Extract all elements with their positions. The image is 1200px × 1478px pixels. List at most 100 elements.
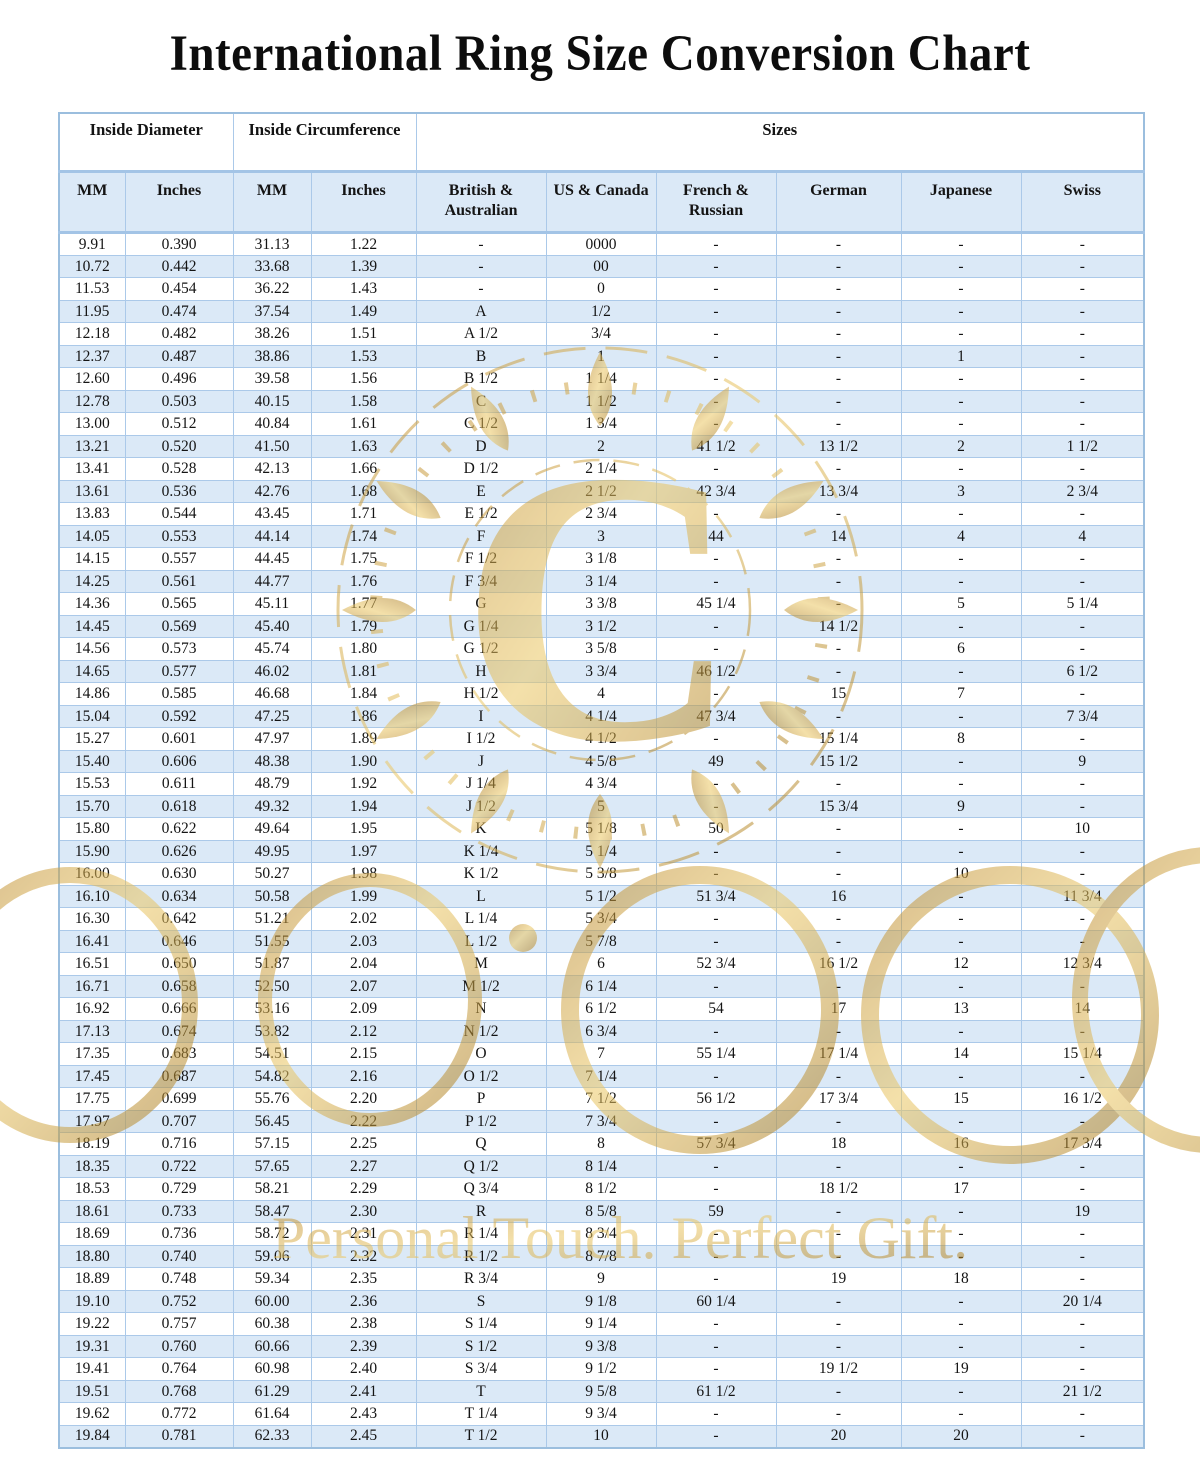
cell-3: 1.99 — [310, 884, 417, 908]
cell-2: 42.13 — [232, 457, 312, 481]
cell-5: 1/2 — [545, 299, 657, 323]
cell-7: - — [775, 322, 902, 346]
cell-5: 3 3/4 — [545, 659, 657, 683]
cell-9: - — [1020, 682, 1145, 706]
cell-1: 0.687 — [124, 1064, 234, 1088]
table-row: 17.75 0.699 55.76 2.20 P 7 1/2 56 1/2 17 3/4 15 1… — [58, 1087, 1145, 1111]
cell-4: M — [415, 952, 547, 976]
cell-5: 8 3/4 — [545, 1222, 657, 1246]
cell-4: K 1/4 — [415, 839, 547, 863]
cell-1: 0.557 — [124, 547, 234, 571]
cell-0: 11.95 — [58, 299, 126, 323]
cell-4: K — [415, 817, 547, 841]
cell-4: A 1/2 — [415, 322, 547, 346]
cell-0: 17.13 — [58, 1019, 126, 1043]
table-row: 13.83 0.544 43.45 1.71 E 1/2 2 3/4- - - - — [58, 502, 1145, 526]
cell-3: 1.77 — [310, 592, 417, 616]
cell-2: 38.86 — [232, 344, 312, 368]
cell-0: 13.41 — [58, 457, 126, 481]
cell-0: 13.00 — [58, 412, 126, 436]
cell-3: 1.92 — [310, 772, 417, 796]
cell-4: Q 1/2 — [415, 1154, 547, 1178]
cell-0: 10.72 — [58, 254, 126, 278]
cell-8: 6 — [900, 637, 1022, 661]
cell-2: 38.26 — [232, 322, 312, 346]
cell-8: 14 — [900, 1042, 1022, 1066]
cell-8: - — [900, 704, 1022, 728]
column-header: British & Australian — [415, 171, 547, 234]
cell-1: 0.611 — [124, 772, 234, 796]
cell-4: C — [415, 389, 547, 413]
table-row: 16.30 0.642 51.21 2.02 L 1/4 5 3/4- - - - — [58, 907, 1145, 931]
cell-7: - — [775, 1109, 902, 1133]
cell-2: 52.50 — [232, 974, 312, 998]
cell-7: - — [775, 502, 902, 526]
table-row: 14.05 0.553 44.14 1.74 F 3 44 14 4 4 — [58, 524, 1145, 548]
cell-9: - — [1020, 1357, 1145, 1381]
cell-8: 8 — [900, 727, 1022, 751]
cell-8: - — [900, 1289, 1022, 1313]
cell-0: 18.89 — [58, 1267, 126, 1291]
table-row: 19.22 0.757 60.38 2.38 S 1/4 9 1/4- - - - — [58, 1312, 1145, 1336]
cell-7: 19 — [775, 1267, 902, 1291]
cell-1: 0.658 — [124, 974, 234, 998]
cell-0: 19.22 — [58, 1312, 126, 1336]
cell-1: 0.520 — [124, 434, 234, 458]
table-row: 14.86 0.585 46.68 1.84 H 1/2 4-15 7- — [58, 682, 1145, 706]
cell-9: 1 1/2 — [1020, 434, 1145, 458]
table-row: 19.31 0.760 60.66 2.39 S 1/2 9 3/8- - - - — [58, 1334, 1145, 1358]
cell-5: 1 1/4 — [545, 367, 657, 391]
cell-4: F 1/2 — [415, 547, 547, 571]
cell-0: 14.86 — [58, 682, 126, 706]
cell-6: - — [655, 547, 777, 571]
cell-3: 1.90 — [310, 749, 417, 773]
cell-7: - — [775, 704, 902, 728]
cell-6: - — [655, 1109, 777, 1133]
cell-7: - — [775, 457, 902, 481]
cell-9: 15 1/4 — [1020, 1042, 1145, 1066]
cell-8: - — [900, 749, 1022, 773]
cell-1: 0.544 — [124, 502, 234, 526]
cell-9: - — [1020, 614, 1145, 638]
cell-1: 0.781 — [124, 1424, 234, 1448]
table-row: 18.80 0.740 59.06 2.32 R 1/2 8 7/8- - - - — [58, 1244, 1145, 1268]
cell-0: 17.75 — [58, 1087, 126, 1111]
cell-4: E 1/2 — [415, 502, 547, 526]
cell-8: - — [900, 367, 1022, 391]
cell-0: 12.60 — [58, 367, 126, 391]
cell-2: 56.45 — [232, 1109, 312, 1133]
cell-2: 42.76 — [232, 479, 312, 503]
cell-9: - — [1020, 772, 1145, 796]
cell-0: 18.69 — [58, 1222, 126, 1246]
column-header: French & Russian — [655, 171, 777, 234]
cell-7: - — [775, 907, 902, 931]
cell-5: 3 5/8 — [545, 637, 657, 661]
cell-0: 15.80 — [58, 817, 126, 841]
cell-1: 0.768 — [124, 1379, 234, 1403]
cell-8: - — [900, 457, 1022, 481]
cell-6: - — [655, 862, 777, 886]
cell-1: 0.503 — [124, 389, 234, 413]
cell-3: 1.51 — [310, 322, 417, 346]
cell-4: T 1/2 — [415, 1424, 547, 1448]
cell-3: 1.53 — [310, 344, 417, 368]
cell-2: 46.02 — [232, 659, 312, 683]
cell-7: - — [775, 1199, 902, 1223]
cell-2: 60.00 — [232, 1289, 312, 1313]
cell-3: 1.71 — [310, 502, 417, 526]
table-row: 15.70 0.618 49.32 1.94 J 1/2 5-15 3/4 9- — [58, 794, 1145, 818]
cell-3: 2.16 — [310, 1064, 417, 1088]
cell-4: R 1/2 — [415, 1244, 547, 1268]
cell-5: 5 3/8 — [545, 862, 657, 886]
cell-3: 1.89 — [310, 727, 417, 751]
cell-6: - — [655, 682, 777, 706]
cell-3: 2.27 — [310, 1154, 417, 1178]
cell-9: - — [1020, 974, 1145, 998]
cell-5: 7 3/4 — [545, 1109, 657, 1133]
cell-1: 0.390 — [124, 232, 234, 256]
cell-4: S — [415, 1289, 547, 1313]
cell-9: 5 1/4 — [1020, 592, 1145, 616]
cell-0: 19.62 — [58, 1402, 126, 1426]
cell-1: 0.634 — [124, 884, 234, 908]
cell-3: 2.31 — [310, 1222, 417, 1246]
